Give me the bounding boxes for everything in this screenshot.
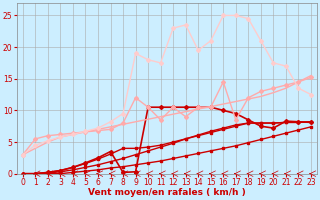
X-axis label: Vent moyen/en rafales ( km/h ): Vent moyen/en rafales ( km/h ) — [88, 188, 246, 197]
